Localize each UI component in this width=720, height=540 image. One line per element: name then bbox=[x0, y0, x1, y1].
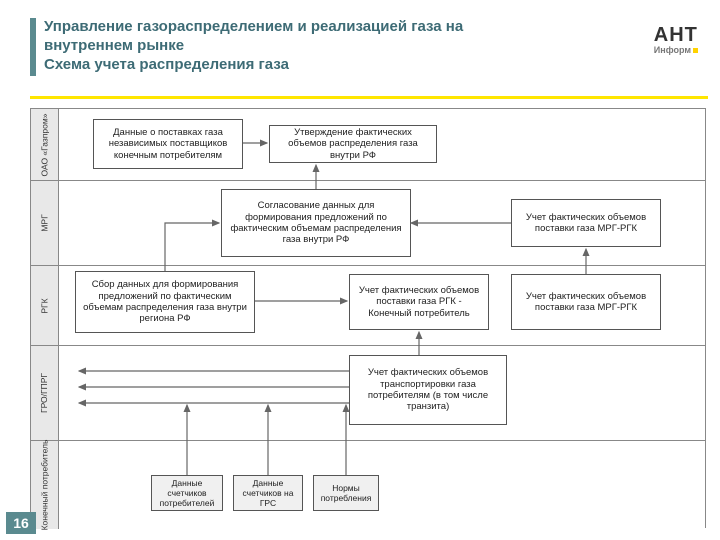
node-approve-volumes: Утверждение фактических объемов распреде… bbox=[269, 125, 437, 163]
logo-text: АНТ bbox=[654, 24, 698, 47]
node-mrg-rgk-account-2: Учет фактических объемов поставки газа М… bbox=[511, 274, 661, 330]
node-consumption-norms: Нормы потребления bbox=[313, 475, 379, 511]
node-consumer-meters: Данные счетчиков потребителей bbox=[151, 475, 223, 511]
page-title: Управление газораспределением и реализац… bbox=[44, 18, 544, 74]
lane-header-gazprom: ОАО «Газпром» bbox=[31, 109, 59, 181]
lane-header-rgk: РГК bbox=[31, 266, 59, 346]
logo-subtext: Информ bbox=[654, 45, 698, 55]
lane-header-gro: ГРО/ГПРГ bbox=[31, 346, 59, 441]
swimlane-diagram: ОАО «Газпром» МРГ РГК ГРО/ГПРГ Конечный … bbox=[30, 108, 706, 528]
title-line-1: Управление газораспределением и реализац… bbox=[44, 18, 463, 54]
node-suppliers-data: Данные о поставках газа независимых пост… bbox=[93, 119, 243, 169]
node-transport-account: Учет фактических объемов транспортировки… bbox=[349, 355, 507, 425]
node-grs-meters: Данные счетчиков на ГРС bbox=[233, 475, 303, 511]
logo: АНТ Информ bbox=[654, 24, 698, 55]
header-accent-bar bbox=[30, 18, 36, 76]
node-mrg-rgk-account: Учет фактических объемов поставки газа М… bbox=[511, 199, 661, 247]
node-rgk-consumer-account: Учет фактических объемов поставки газа Р… bbox=[349, 274, 489, 330]
node-collect-data: Сбор данных для формирования предложений… bbox=[75, 271, 255, 333]
node-agree-data: Согласование данных для формирования пре… bbox=[221, 189, 411, 257]
yellow-underline bbox=[30, 96, 708, 99]
title-line-2: Схема учета распределения газа bbox=[44, 56, 289, 73]
page-number-badge: 16 bbox=[6, 512, 36, 534]
lane-header-mrg: МРГ bbox=[31, 181, 59, 266]
